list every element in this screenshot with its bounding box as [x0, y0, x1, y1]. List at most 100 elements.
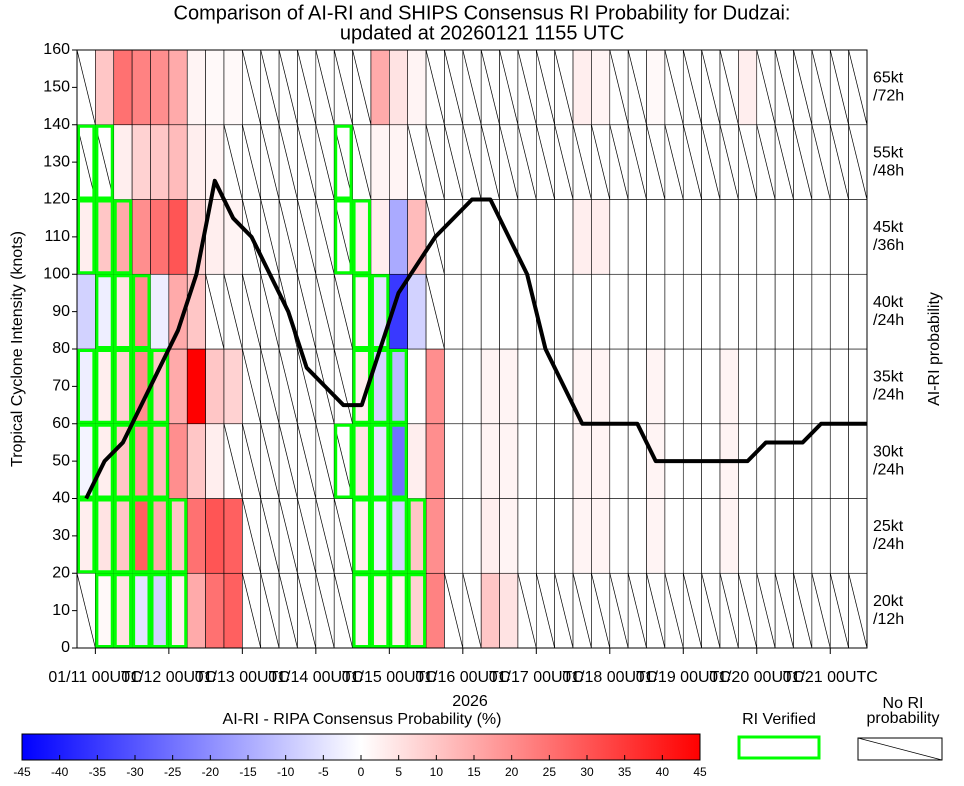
- y-tick-label: 40: [52, 490, 70, 507]
- heat-cell: [186, 498, 206, 574]
- row-label: /24h: [873, 536, 904, 553]
- heat-cell: [536, 199, 555, 275]
- heat-cell: [168, 423, 188, 499]
- x-tick-label: 01/15 00UTC: [342, 669, 437, 686]
- no-ri-hatch: [260, 423, 280, 499]
- no-ri-hatch: [627, 124, 647, 200]
- heat-cell: [756, 273, 776, 350]
- no-ri-hatch: [315, 274, 335, 350]
- no-ri-hatch: [297, 124, 317, 200]
- ri-verified-box: [113, 199, 133, 275]
- row-label: /24h: [873, 387, 904, 404]
- ri-verified-box: [370, 423, 390, 499]
- heat-cell: [609, 498, 629, 574]
- ri-verified-box: [389, 349, 408, 424]
- heat-cell: [554, 199, 574, 275]
- no-ri-hatch: [242, 498, 262, 574]
- no-ri-hatch: [719, 50, 739, 125]
- no-ri-hatch: [260, 348, 280, 424]
- heat-cell: [168, 199, 188, 275]
- heat-cell: [499, 423, 519, 499]
- colorbar-tick-label: 40: [656, 765, 670, 779]
- y-tick-label: 20: [52, 564, 70, 581]
- x-tick-label: 01/11 00UTC: [48, 669, 142, 686]
- ri-verified-box: [77, 124, 96, 200]
- heat-cell: [462, 423, 482, 499]
- no-ri-hatch: [462, 573, 482, 648]
- heat-cell: [389, 124, 408, 200]
- no-ri-hatch: [848, 124, 867, 200]
- ri-verified-box: [77, 349, 96, 424]
- y-tick-label: 110: [44, 228, 70, 245]
- no-ri-hatch: [205, 274, 225, 350]
- heat-cell: [719, 348, 739, 425]
- heat-cell: [205, 423, 225, 499]
- no-ri-hatch: [242, 348, 262, 424]
- no-ri-hatch: [352, 50, 372, 125]
- heat-cell: [774, 199, 794, 275]
- heat-cell: [407, 423, 427, 499]
- no-ri-hatch: [829, 50, 849, 125]
- no-ri-hatch: [480, 50, 500, 125]
- heat-cell: [223, 572, 243, 648]
- heat-cell: [462, 199, 482, 275]
- no-ri-hatch: [278, 573, 298, 648]
- no-ri-hatch: [297, 348, 317, 424]
- heat-cell: [756, 423, 776, 499]
- heat-cell: [774, 498, 794, 574]
- ri-verified-box: [168, 573, 188, 648]
- no-ri-hatch: [333, 124, 353, 200]
- heat-cell: [186, 572, 206, 648]
- heat-cell: [719, 273, 739, 350]
- no-ri-hatch: [591, 124, 611, 200]
- no-ri-hatch: [223, 274, 243, 350]
- legend-label: probability: [867, 710, 940, 727]
- heat-cell: [444, 498, 464, 574]
- no-ri-hatch: [682, 50, 702, 125]
- heat-cell: [425, 348, 445, 425]
- heat-cell: [168, 50, 188, 126]
- no-ri-hatch: [701, 50, 721, 125]
- legend-verified-box: [737, 735, 821, 760]
- no-ri-hatch: [848, 573, 867, 648]
- heat-cell: [462, 348, 482, 425]
- no-ri-hatch: [278, 423, 298, 499]
- no-ri-hatch: [517, 573, 537, 648]
- heat-cell: [627, 498, 647, 574]
- heat-cell: [609, 348, 629, 425]
- heat-cell: [131, 199, 151, 275]
- heat-cell: [811, 498, 831, 574]
- colorbar-tick-label: 25: [543, 765, 557, 779]
- heat-cell: [701, 273, 721, 350]
- no-ri-hatch: [627, 50, 647, 125]
- heat-cell: [682, 199, 702, 275]
- colorbar-tick-label: -20: [202, 765, 220, 779]
- y-tick-label: 50: [52, 452, 70, 469]
- no-ri-hatch: [554, 50, 574, 125]
- ri-verified-box: [132, 498, 151, 574]
- ri-verified-box: [113, 573, 133, 648]
- no-ri-hatch: [315, 423, 335, 499]
- heat-cell: [848, 423, 867, 499]
- colorbar-tick-label: 10: [430, 765, 444, 779]
- heat-cell: [480, 423, 500, 499]
- no-ri-hatch: [77, 124, 96, 200]
- heat-cell: [186, 273, 206, 350]
- no-ri-hatch: [756, 124, 776, 200]
- no-ri-hatch: [572, 573, 592, 648]
- ri-verified-box: [132, 274, 151, 349]
- heat-cell: [774, 348, 794, 425]
- no-ri-hatch: [242, 50, 262, 125]
- y-tick-label: 120: [43, 191, 70, 208]
- heat-cell: [682, 348, 702, 425]
- heat-cell: [168, 348, 188, 425]
- ri-verified-box: [150, 498, 169, 574]
- no-ri-hatch: [278, 348, 298, 424]
- no-ri-hatch: [297, 423, 317, 499]
- no-ri-hatch: [499, 124, 519, 200]
- heat-cell: [627, 199, 647, 275]
- no-ri-hatch: [535, 573, 556, 648]
- heat-cell: [554, 423, 574, 499]
- heat-cell: [554, 498, 574, 574]
- heat-cell: [591, 50, 611, 126]
